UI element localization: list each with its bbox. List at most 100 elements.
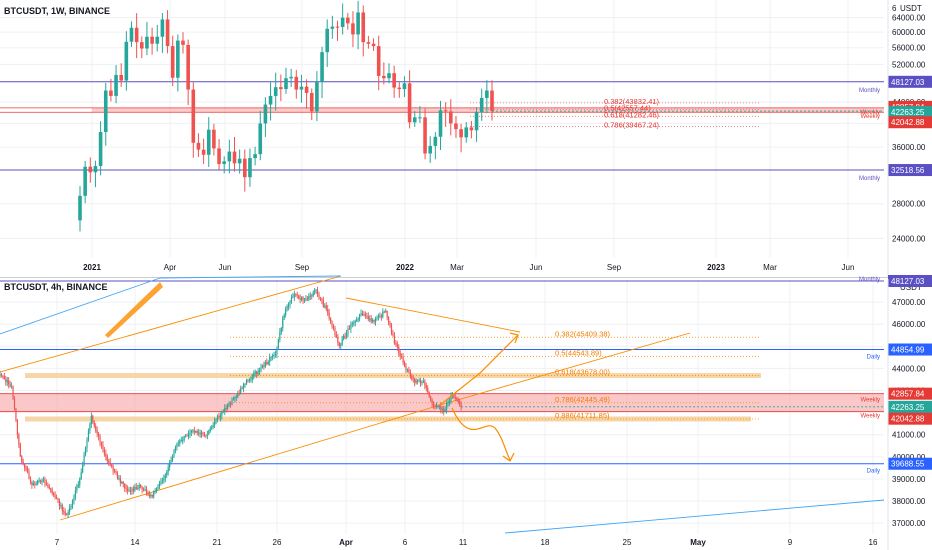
- hourly-candle: [270, 356, 272, 358]
- hourly-candle: [82, 464, 84, 473]
- hourly-candle: [345, 333, 348, 337]
- hourly-candle: [61, 505, 63, 511]
- hourly-candle: [309, 295, 311, 297]
- hourly-candle: [315, 289, 317, 291]
- hourly-candle: [34, 483, 36, 485]
- hourly-candle: [311, 295, 313, 297]
- hourly-candle: [8, 380, 10, 385]
- pane2-x-tick: Apr: [339, 538, 353, 547]
- weekly-candle: [150, 36, 154, 44]
- hourly-candle: [240, 388, 242, 394]
- fib-label: 0.5(42557.44): [604, 103, 651, 112]
- hourly-candle: [366, 315, 368, 317]
- hourly-candle: [447, 402, 449, 404]
- hourly-candle: [250, 379, 252, 381]
- hourly-candle: [331, 321, 333, 327]
- four-hour-pane[interactable]: 47000.0046000.0045000.0044000.0043000.00…: [0, 275, 932, 550]
- pane2-x-tick: 14: [131, 538, 140, 547]
- weekly-candle: [176, 40, 180, 78]
- pane2-x-tick: 16: [869, 538, 878, 547]
- hourly-candle: [419, 379, 422, 384]
- hourly-candle: [293, 294, 295, 297]
- hourly-candle: [163, 478, 165, 481]
- hourly-candle: [282, 318, 284, 329]
- hourly-candle: [241, 388, 243, 390]
- pane1-x-tick: Mar: [450, 263, 464, 272]
- weekly-pane[interactable]: 64000.0060000.0056000.0052000.0044000.00…: [0, 0, 932, 277]
- hourly-candle: [96, 430, 98, 434]
- weekly-candle: [181, 40, 185, 45]
- hourly-candle: [40, 480, 42, 483]
- hourly-candle: [283, 314, 285, 319]
- price-tag-bg: [888, 387, 932, 400]
- hourly-candle: [128, 490, 130, 492]
- hourly-candle: [372, 319, 374, 322]
- hourly-candle: [203, 433, 206, 436]
- weekly-candle: [304, 86, 309, 93]
- pane1-y-tick: 52000.00: [892, 60, 926, 69]
- hourly-candle: [127, 488, 129, 491]
- hourly-candle: [13, 398, 16, 409]
- hourly-candle: [221, 411, 223, 416]
- hourly-candle: [450, 396, 452, 402]
- hourly-candle: [379, 315, 381, 317]
- hourly-candle: [264, 362, 266, 367]
- hourly-candle: [364, 313, 366, 316]
- pane2-x-tick: 9: [788, 538, 793, 547]
- hourly-candle: [66, 514, 68, 516]
- hourly-candle: [256, 371, 258, 375]
- hourly-candle: [306, 298, 308, 300]
- monthly-level-price: 32518.56: [891, 166, 925, 175]
- pane2-x-tick: 6: [403, 538, 408, 547]
- weekly-candle: [366, 42, 371, 44]
- hourly-candle: [406, 369, 409, 371]
- hourly-candle: [196, 431, 198, 433]
- price-tag-bg: [888, 412, 932, 425]
- hourly-candle: [332, 326, 335, 329]
- hourly-candle: [132, 488, 134, 491]
- hourly-candle: [141, 487, 143, 490]
- monthly-level-name: Monthly: [859, 88, 880, 94]
- hourly-candle: [64, 512, 66, 515]
- weekly-candle: [371, 43, 376, 47]
- hourly-candle: [9, 384, 11, 387]
- hourly-candle: [192, 430, 194, 432]
- pane2-x-tick: 18: [541, 538, 550, 547]
- weekly-candle: [248, 158, 252, 178]
- weekly-candle: [212, 129, 216, 149]
- hourly-candle: [148, 494, 150, 497]
- hourly-candle: [231, 399, 233, 405]
- weekly-candle: [140, 42, 144, 49]
- hourly-candle: [399, 353, 401, 357]
- hourly-candle: [334, 328, 336, 335]
- hourly-candle: [273, 354, 275, 356]
- hourly-candle: [459, 401, 461, 403]
- hourly-candle: [174, 447, 177, 451]
- hourly-candle: [318, 294, 320, 298]
- hourly-candle: [166, 471, 168, 476]
- hourly-candle: [198, 432, 200, 434]
- hourly-candle: [154, 490, 156, 492]
- hourly-candle: [134, 487, 136, 491]
- hourly-candle: [440, 406, 442, 410]
- hourly-candle: [32, 483, 34, 486]
- hourly-candle: [279, 332, 281, 340]
- weekly-candle: [299, 86, 304, 90]
- zone-weekly-label: Weekly: [860, 414, 880, 420]
- hourly-candle: [100, 442, 103, 446]
- current-price-label: 42263.25: [891, 403, 925, 412]
- weekly-candle: [346, 17, 350, 24]
- hourly-candle: [41, 480, 43, 483]
- weekly-candle: [443, 110, 448, 112]
- hourly-candle: [354, 321, 356, 323]
- pane1-x-tick: Apr: [164, 263, 177, 272]
- weekly-candle: [428, 145, 432, 154]
- weekly-candle: [387, 73, 391, 79]
- hourly-candle: [102, 445, 104, 450]
- hourly-candle: [206, 434, 208, 436]
- hourly-candle: [367, 316, 369, 320]
- hourly-candle: [403, 362, 406, 366]
- hourly-candle: [212, 425, 214, 428]
- hourly-candle: [287, 304, 290, 307]
